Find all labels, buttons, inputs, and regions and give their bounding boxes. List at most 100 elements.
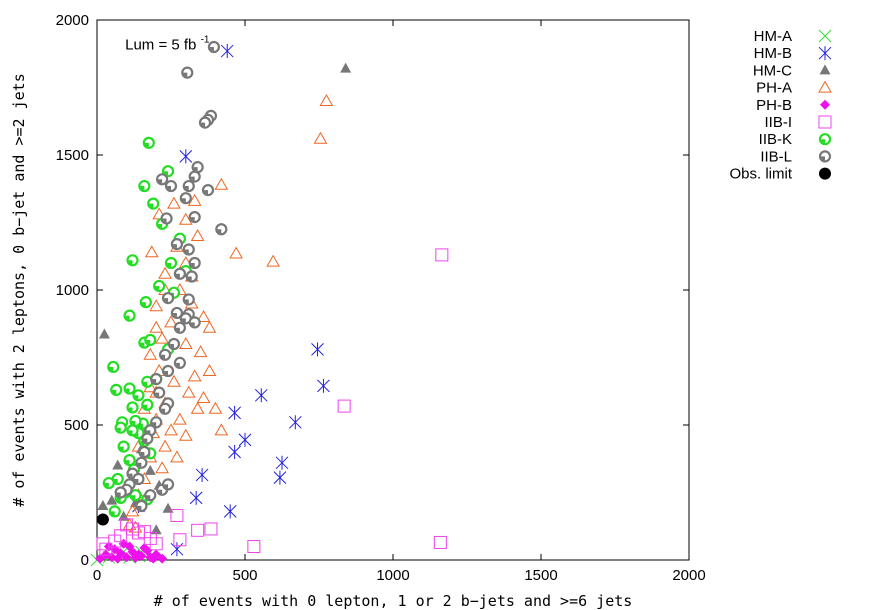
- data-point: [178, 336, 193, 349]
- marker-wedge: [141, 302, 146, 307]
- data-point: [247, 540, 261, 553]
- data-point: [319, 93, 334, 106]
- data-point: [170, 450, 184, 463]
- data-point: [173, 267, 186, 280]
- y-tick-label: 1500: [56, 147, 89, 164]
- marker-wedge: [209, 47, 214, 51]
- marker-wedge: [167, 263, 171, 267]
- x-tick-label: 0: [93, 567, 101, 584]
- marker-wedge: [137, 506, 142, 510]
- data-point: [190, 401, 205, 414]
- series-obs-limit: [96, 513, 109, 526]
- marker-wedge: [143, 381, 148, 386]
- data-point: [185, 270, 198, 283]
- data-point: [158, 348, 172, 361]
- marker-wedge: [112, 389, 117, 394]
- data-point: [238, 432, 252, 447]
- data-point: [141, 398, 154, 411]
- data-point: [266, 254, 280, 267]
- legend-label: IIB-L: [760, 148, 792, 165]
- legend-marker: [818, 150, 832, 163]
- marker-wedge: [175, 362, 180, 367]
- data-point: [121, 552, 132, 563]
- data-point: [173, 533, 187, 547]
- marker-wedge: [137, 462, 142, 467]
- data-point: [254, 388, 268, 403]
- marker-wedge: [125, 460, 130, 465]
- data-point: [182, 293, 195, 306]
- data-point: [136, 550, 147, 561]
- marker-wedge: [172, 244, 177, 249]
- x-axis-title: # of events with 0 lepton, 1 or 2 b−jets…: [154, 592, 633, 610]
- data-point: [123, 454, 136, 467]
- data-point: [108, 505, 121, 518]
- luminosity-annotation: Lum = 5 fb -1: [125, 35, 210, 54]
- series-ph-a: [122, 93, 334, 533]
- data-point: [162, 502, 174, 513]
- data-point: [142, 136, 155, 149]
- data-point: [98, 328, 110, 339]
- marker-wedge: [164, 371, 169, 375]
- data-point: [126, 424, 139, 437]
- marker-wedge: [125, 388, 130, 393]
- data-point: [144, 333, 157, 347]
- x-tick-label: 2000: [672, 567, 705, 584]
- data-point: [207, 40, 221, 54]
- marker-wedge: [158, 489, 163, 494]
- x-tick-label: 1500: [524, 567, 557, 584]
- marker-wedge: [161, 354, 166, 359]
- data-point: [156, 173, 169, 186]
- marker-wedge: [169, 344, 174, 348]
- legend-marker: [818, 133, 832, 146]
- legend: HM-AHM-BHM-CPH-APH-BIIB-IIIB-KIIB-LObs. …: [729, 28, 832, 183]
- x-tick-label: 1000: [376, 567, 409, 584]
- data-point: [129, 489, 142, 502]
- data-point: [190, 228, 205, 241]
- data-point: [123, 309, 136, 322]
- data-point: [97, 500, 109, 510]
- data-point: [96, 513, 109, 526]
- marker-wedge: [143, 438, 148, 443]
- marker-wedge: [143, 499, 148, 504]
- marker-wedge: [821, 139, 825, 144]
- marker-wedge: [181, 198, 186, 203]
- data-point: [173, 356, 186, 369]
- legend-marker: [818, 46, 832, 61]
- luminosity-text: Lum = 5 fb: [125, 37, 196, 54]
- data-point: [196, 390, 211, 403]
- data-point: [141, 432, 154, 445]
- data-point: [288, 415, 302, 430]
- data-point: [202, 320, 217, 333]
- y-tick-label: 0: [81, 552, 89, 569]
- data-point: [182, 243, 195, 256]
- marker-wedge: [158, 179, 163, 184]
- marker-wedge: [201, 122, 206, 127]
- data-point: [155, 461, 169, 474]
- y-tick-label: 2000: [56, 12, 89, 29]
- data-point: [135, 499, 148, 513]
- data-point: [167, 374, 181, 387]
- data-point: [148, 553, 159, 564]
- marker-wedge: [128, 407, 133, 412]
- data-point: [114, 529, 128, 543]
- marker-wedge: [181, 318, 186, 323]
- data-points: [90, 40, 449, 567]
- data-point: [126, 254, 139, 267]
- data-point: [125, 504, 140, 517]
- data-point: [198, 116, 212, 129]
- axis-ticks: 0 500 1000 1500 2000 0 500 1000 1500 2000: [56, 12, 706, 584]
- data-point: [96, 537, 110, 551]
- data-point: [124, 541, 135, 552]
- legend-label: HM-A: [754, 28, 792, 45]
- data-point: [144, 489, 157, 502]
- marker-wedge: [128, 430, 133, 435]
- marker-wedge: [158, 223, 163, 228]
- data-point: [149, 320, 164, 333]
- marker-wedge: [104, 483, 109, 488]
- data-point: [132, 472, 145, 486]
- marker-wedge: [821, 156, 825, 161]
- data-point: [220, 44, 234, 59]
- data-point: [214, 423, 229, 436]
- data-point: [138, 179, 151, 193]
